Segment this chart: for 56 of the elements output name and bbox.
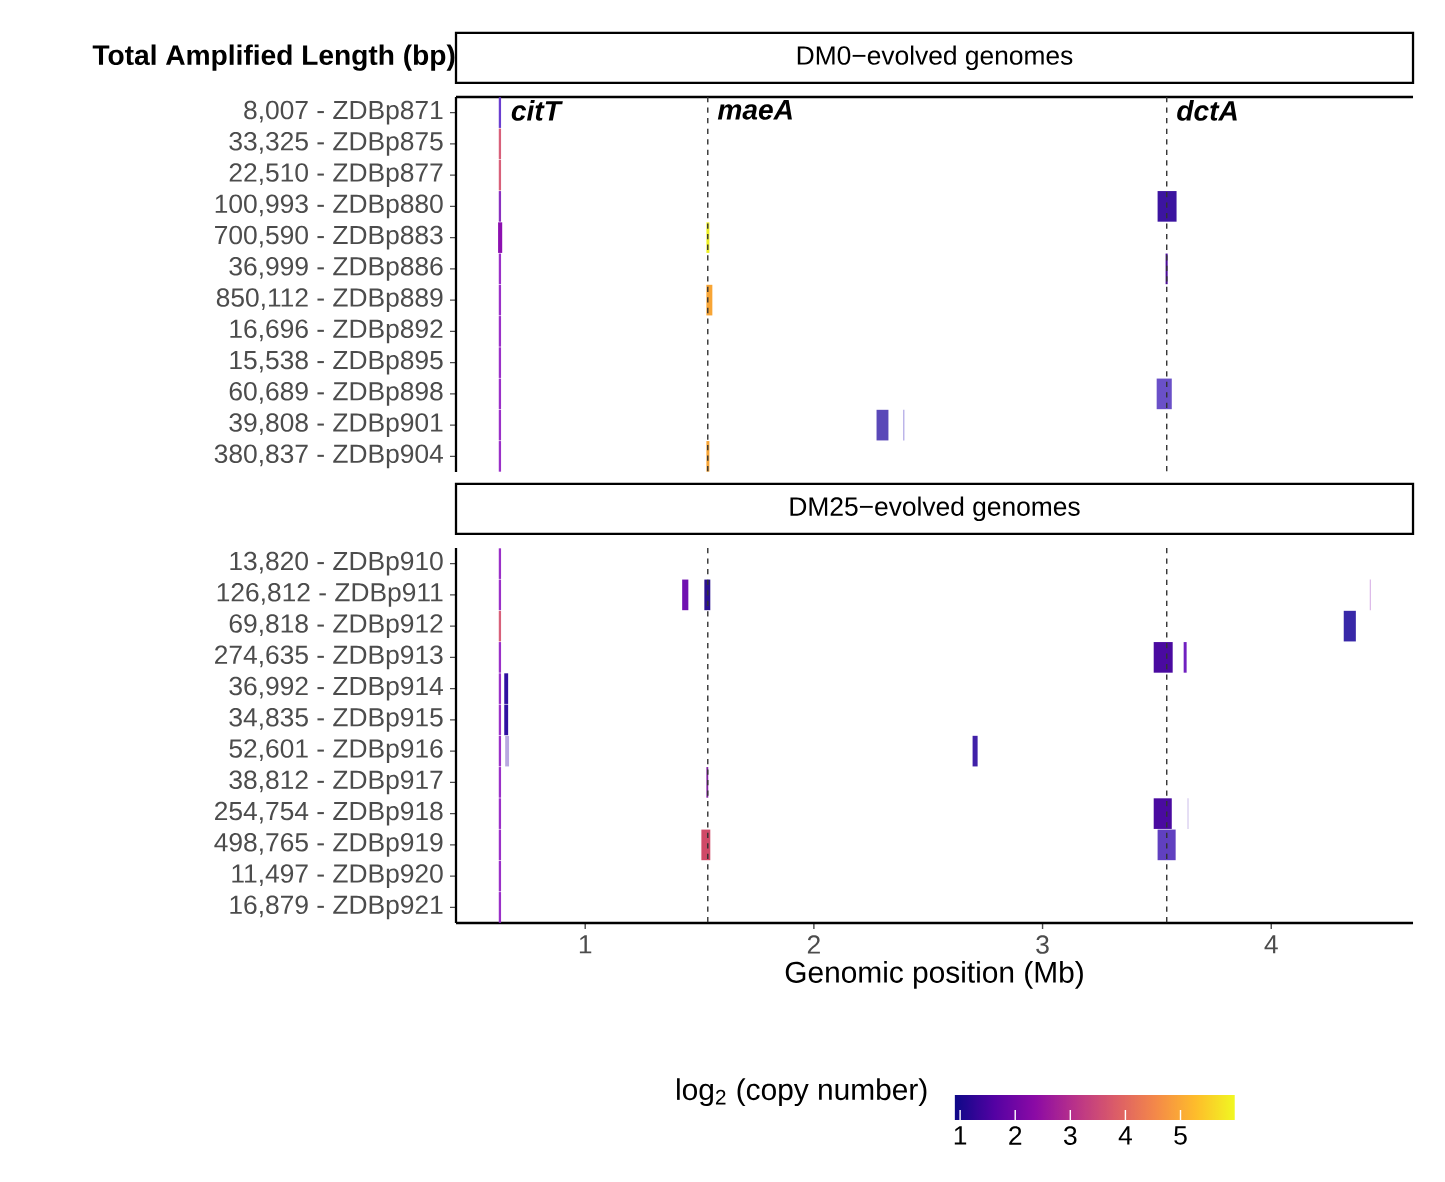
y-axis-title: Total Amplified Length (bp) <box>92 44 455 71</box>
annotation: citT <box>511 100 563 121</box>
y-tick-label: 33,325 - ZDBp875 <box>229 131 443 156</box>
y-tick-label: 254,754 - ZDBp918 <box>215 801 443 826</box>
y-tick-label: 22,510 - ZDBp877 <box>229 163 443 188</box>
x-tick-label: 3 <box>1036 935 1049 954</box>
bar <box>505 735 510 767</box>
bar <box>1153 798 1172 829</box>
chart-title: DM0−evolved genomes <box>797 45 1073 71</box>
y-tick-label: 498,765 - ZDBp919 <box>214 832 443 857</box>
color-bar-label: 4 <box>1118 1126 1132 1145</box>
y-tick-label: 100,993 - ZDBp880 <box>215 194 443 219</box>
y-tick-label: 34,835 - ZDBp915 <box>229 707 443 732</box>
bar <box>498 222 503 253</box>
y-tick-label: 69,818 - ZDBp912 <box>229 614 443 639</box>
y-tick-label: 380,837 - ZDBp904 <box>214 444 443 469</box>
x-tick-label: 2 <box>807 935 820 954</box>
y-tick-label: 39,808 - ZDBp901 <box>229 413 443 438</box>
y-tick-label: 15,538 - ZDBp895 <box>230 350 443 375</box>
color-bar-label: 2 <box>1009 1126 1022 1145</box>
bar <box>704 579 711 611</box>
y-tick-label: 126,812 - ZDBp911 <box>217 582 443 607</box>
y-tick-label: 274,635 - ZDBp913 <box>215 645 443 670</box>
ref-line-label: maeA <box>717 100 792 120</box>
x-tick-label: 4 <box>1264 935 1278 954</box>
color-bar-title: log$_{2}$ (copy number) <box>677 1078 927 1107</box>
bar <box>706 284 713 316</box>
y-tick-label: 36,992 - ZDBp914 <box>229 676 443 701</box>
bar <box>1157 191 1177 222</box>
y-tick-label: 36,999 - ZDBp886 <box>229 256 443 281</box>
bar <box>972 735 978 767</box>
x-tick-label: 1 <box>579 935 592 954</box>
bar <box>1343 610 1356 642</box>
y-tick-label: 52,601 - ZDBp916 <box>229 739 443 764</box>
color-bar-label: 1 <box>954 1126 967 1145</box>
bar <box>1153 642 1173 673</box>
bar <box>701 829 711 861</box>
color-bar-label: 5 <box>1174 1126 1187 1145</box>
color-bar-label: 3 <box>1063 1126 1077 1145</box>
y-tick-label: 38,812 - ZDBp917 <box>229 770 443 795</box>
bar <box>1157 829 1176 861</box>
y-tick-label: 60,689 - ZDBp898 <box>229 381 443 406</box>
y-tick-label: 11,497 - ZDBp920 <box>232 864 443 889</box>
bar <box>1156 378 1172 410</box>
y-tick-label: 850,112 - ZDBp889 <box>216 288 443 313</box>
bar <box>876 409 889 441</box>
x-axis-title: Genomic position (Mb) <box>785 960 1083 989</box>
ref-line-label: dctA <box>1177 100 1237 121</box>
bar <box>682 579 689 611</box>
y-tick-label: 13,820 - ZDBp910 <box>230 551 443 576</box>
bar <box>1183 642 1187 673</box>
y-tick-label: 16,696 - ZDBp892 <box>230 319 443 344</box>
y-tick-label: 700,590 - ZDBp883 <box>215 225 443 250</box>
chart-title: DM25−evolved genomes <box>790 496 1080 522</box>
y-tick-label: 16,879 - ZDBp921 <box>230 895 443 920</box>
y-tick-label: 8,007 - ZDBp871 <box>244 100 443 125</box>
